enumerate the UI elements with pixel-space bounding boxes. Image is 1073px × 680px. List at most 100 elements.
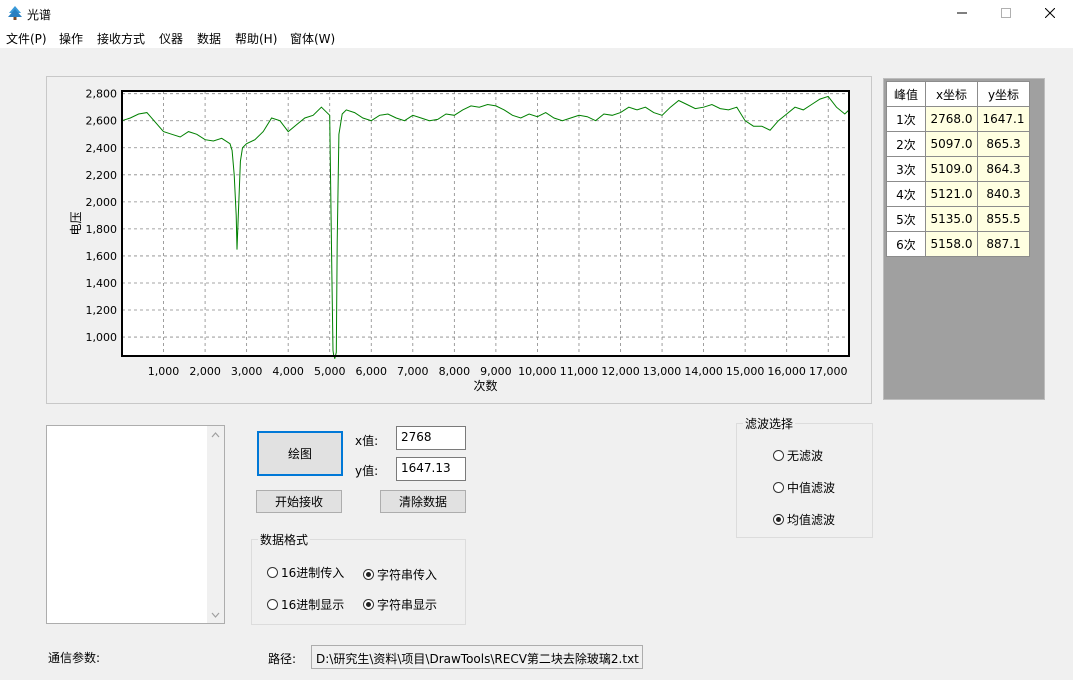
radio-circle-icon <box>773 450 784 461</box>
peak-y[interactable]: 887.1 <box>977 231 1030 257</box>
peak-y[interactable]: 855.5 <box>977 206 1030 232</box>
scroll-down-icon[interactable] <box>207 606 224 623</box>
table-row[interactable]: 4次 5121.0 840.3 <box>886 181 1030 207</box>
peak-x[interactable]: 5109.0 <box>925 156 978 182</box>
y-value-field[interactable]: 1647.13 <box>396 457 466 481</box>
x-tick-label: 15,000 <box>726 365 765 378</box>
start-receive-button[interactable]: 开始接收 <box>256 490 342 513</box>
peaks-col-header[interactable]: x坐标 <box>925 81 978 107</box>
peak-index[interactable]: 2次 <box>886 131 926 157</box>
radio-circle-icon <box>363 569 374 580</box>
peak-y[interactable]: 865.3 <box>977 131 1030 157</box>
path-label: 路径: <box>268 652 297 666</box>
radio-str-in[interactable]: 字符串传入 <box>363 566 437 583</box>
list-scrollbar[interactable] <box>207 426 224 623</box>
clear-data-button[interactable]: 清除数据 <box>380 490 466 513</box>
radio-label: 16进制传入 <box>281 566 345 580</box>
peaks-grid: 峰值 x坐标 y坐标 1次 2768.0 1647.1 2次 5097.0 86… <box>883 78 1045 400</box>
peak-index[interactable]: 1次 <box>886 106 926 132</box>
draw-button[interactable]: 绘图 <box>257 431 343 476</box>
radio-str-show[interactable]: 字符串显示 <box>363 596 437 613</box>
table-row[interactable]: 3次 5109.0 864.3 <box>886 156 1030 182</box>
x-tick-label: 2,000 <box>189 365 221 378</box>
close-button[interactable] <box>1027 0 1073 26</box>
received-data-list[interactable] <box>46 425 225 624</box>
spectrum-chart[interactable]: 1,000 2,000 3,000 4,000 5,000 6,000 7,000 8,000… <box>47 77 871 403</box>
axis-ticks: 1,000 2,000 3,000 4,000 5,000 6,000 7,000 8,000… <box>86 88 848 378</box>
filter-group: 滤波选择 无滤波 中值滤波 均值滤波 <box>736 415 873 538</box>
peak-y[interactable]: 1647.1 <box>977 106 1030 132</box>
radio-circle-icon <box>267 599 278 610</box>
grid-lines <box>122 91 849 356</box>
menu-data[interactable]: 数据 <box>197 32 222 46</box>
peak-x[interactable]: 5135.0 <box>925 206 978 232</box>
menu-operate[interactable]: 操作 <box>59 32 84 46</box>
filter-title: 滤波选择 <box>743 415 796 432</box>
path-field[interactable]: D:\研究生\资料\项目\DrawTools\RECV第二块去除玻璃2.txt <box>311 645 643 669</box>
x-tick-label: 6,000 <box>356 365 388 378</box>
title-bar: 光谱 <box>0 0 1073 26</box>
y-tick-label: 2,400 <box>86 142 118 155</box>
radio-label: 均值滤波 <box>787 513 836 527</box>
menu-receive-mode[interactable]: 接收方式 <box>97 32 146 46</box>
peak-x[interactable]: 5121.0 <box>925 181 978 207</box>
x-tick-label: 9,000 <box>480 365 512 378</box>
x-tick-label: 16,000 <box>767 365 806 378</box>
y-tick-label: 1,800 <box>86 223 118 236</box>
radio-hex-in[interactable]: 16进制传入 <box>267 564 344 581</box>
peak-y[interactable]: 840.3 <box>977 181 1030 207</box>
y-value-label: y值: <box>355 464 379 478</box>
peak-y[interactable]: 864.3 <box>977 156 1030 182</box>
peak-x[interactable]: 5158.0 <box>925 231 978 257</box>
peak-x[interactable]: 2768.0 <box>925 106 978 132</box>
radio-median-filter[interactable]: 中值滤波 <box>773 479 835 496</box>
x-tick-label: 11,000 <box>560 365 599 378</box>
menu-help[interactable]: 帮助(H) <box>235 32 278 46</box>
radio-circle-icon <box>363 599 374 610</box>
radio-circle-icon <box>267 567 278 578</box>
peak-index[interactable]: 4次 <box>886 181 926 207</box>
scroll-up-icon[interactable] <box>207 426 224 443</box>
chart-panel: 1,000 2,000 3,000 4,000 5,000 6,000 7,000 8,000… <box>46 76 872 404</box>
plot-area <box>122 91 849 356</box>
app-tree-icon <box>8 6 22 20</box>
peak-x[interactable]: 5097.0 <box>925 131 978 157</box>
peak-index[interactable]: 3次 <box>886 156 926 182</box>
peaks-col-header[interactable]: y坐标 <box>977 81 1030 107</box>
x-value-label: x值: <box>355 434 379 448</box>
peak-index[interactable]: 6次 <box>886 231 926 257</box>
radio-circle-icon <box>773 514 784 525</box>
menu-instrument[interactable]: 仪器 <box>159 32 184 46</box>
plot-frame <box>121 90 850 357</box>
radio-label: 字符串传入 <box>377 568 438 582</box>
data-format-title: 数据格式 <box>258 531 311 548</box>
radio-circle-icon <box>773 482 784 493</box>
menu-file[interactable]: 文件(P) <box>6 32 47 46</box>
radio-mean-filter[interactable]: 均值滤波 <box>773 511 835 528</box>
x-tick-label: 8,000 <box>439 365 471 378</box>
table-row[interactable]: 5次 5135.0 855.5 <box>886 206 1030 232</box>
minimize-button[interactable] <box>939 0 985 26</box>
radio-label: 无滤波 <box>787 449 824 463</box>
y-tick-label: 2,000 <box>86 196 118 209</box>
radio-no-filter[interactable]: 无滤波 <box>773 447 823 464</box>
x-value-field[interactable]: 2768 <box>396 426 466 450</box>
radio-hex-show[interactable]: 16进制显示 <box>267 596 344 613</box>
peaks-col-header[interactable]: 峰值 <box>886 81 926 107</box>
y-axis-label: 电压 <box>69 211 83 235</box>
table-row[interactable]: 2次 5097.0 865.3 <box>886 131 1030 157</box>
y-tick-label: 2,600 <box>86 115 118 128</box>
peak-index[interactable]: 5次 <box>886 206 926 232</box>
maximize-button[interactable] <box>983 0 1029 26</box>
table-row[interactable]: 6次 5158.0 887.1 <box>886 231 1030 257</box>
x-tick-label: 7,000 <box>397 365 429 378</box>
x-tick-label: 13,000 <box>643 365 682 378</box>
x-tick-label: 10,000 <box>518 365 557 378</box>
radio-label: 16进制显示 <box>281 598 345 612</box>
x-tick-label: 14,000 <box>684 365 723 378</box>
table-row[interactable]: 1次 2768.0 1647.1 <box>886 106 1030 132</box>
x-tick-label: 4,000 <box>272 365 304 378</box>
radio-label: 中值滤波 <box>787 481 836 495</box>
menu-window[interactable]: 窗体(W) <box>290 32 336 46</box>
x-tick-label: 5,000 <box>314 365 346 378</box>
